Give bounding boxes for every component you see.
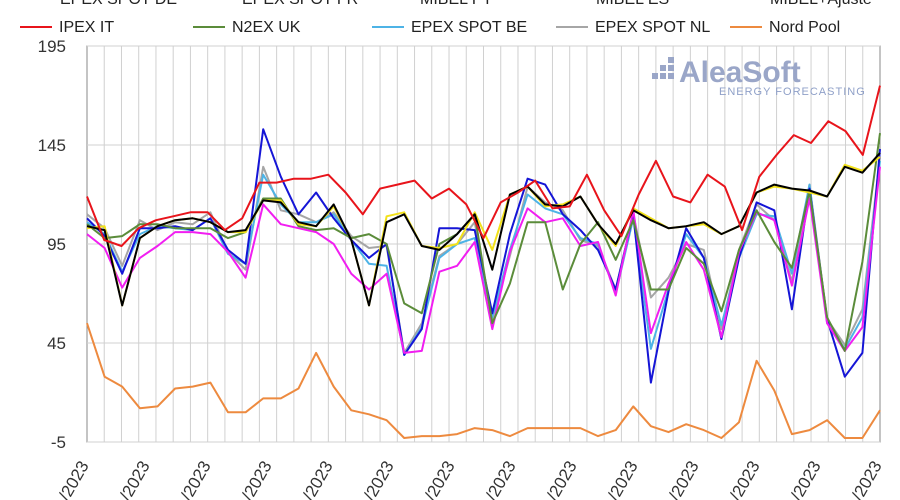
legend-top-4: MIBEL+Ajuste — [770, 0, 872, 8]
y-tick-label: -5 — [51, 433, 66, 452]
legend-label-epex-be: EPEX SPOT BE — [411, 19, 527, 36]
legend-top-1: EPEX SPOT FR — [242, 0, 358, 8]
y-tick-label: 195 — [38, 37, 66, 56]
y-tick-label: 95 — [47, 235, 66, 254]
legend-top-3: MIBEL ES — [596, 0, 669, 8]
logo-brand: AleaSoft — [679, 56, 801, 89]
series-line-nord-pool — [86, 322, 881, 439]
legend: IPEX IT N2EX UK EPEX SPOT BE EPEX SPOT N… — [20, 19, 840, 36]
logo-dots-icon — [652, 57, 674, 79]
legend-label-nord-pool: Nord Pool — [769, 19, 840, 36]
legend-label-ipex-it: IPEX IT — [59, 19, 114, 36]
legend-label-epex-nl: EPEX SPOT NL — [595, 19, 710, 36]
y-tick-label: 145 — [38, 136, 66, 155]
logo-tagline: ENERGY FORECASTING — [719, 86, 866, 98]
legend-top-2: MIBEL PT — [420, 0, 493, 8]
aleasoft-logo: AleaSoft ENERGY FORECASTING — [652, 56, 866, 98]
y-tick-label: 45 — [47, 334, 66, 353]
legend-label-n2ex-uk: N2EX UK — [232, 19, 301, 36]
legend-top-row: EPEX SPOT DE EPEX SPOT FR MIBEL PT MIBEL… — [60, 0, 872, 8]
series-line-ipex-it — [86, 85, 881, 247]
series-layer — [86, 85, 881, 439]
legend-top-0: EPEX SPOT DE — [60, 0, 177, 8]
series-line-n2ex-uk — [86, 132, 881, 352]
